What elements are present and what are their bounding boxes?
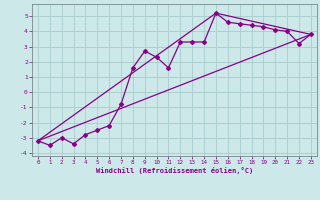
- X-axis label: Windchill (Refroidissement éolien,°C): Windchill (Refroidissement éolien,°C): [96, 167, 253, 174]
